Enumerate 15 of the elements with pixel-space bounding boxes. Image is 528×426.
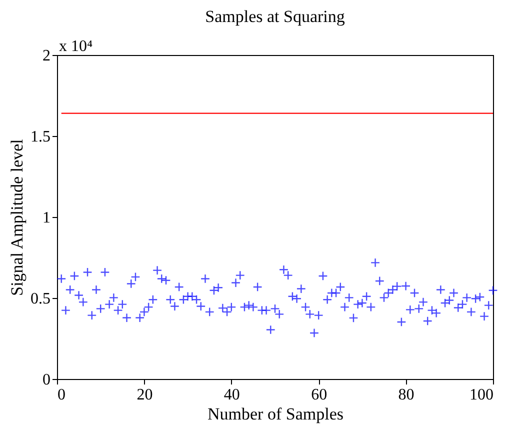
y-tick-label: 2: [42, 48, 50, 64]
y-tick-label: 0: [42, 372, 50, 388]
x-tick-label: 40: [224, 386, 240, 404]
x-tick-label: 100: [470, 386, 494, 404]
y-axis-title: Signal Amplitude level: [8, 138, 26, 296]
x-tick-label: 20: [136, 386, 153, 404]
chart-title: Samples at Squaring: [205, 7, 346, 26]
y-tick-label: 0.5: [30, 290, 50, 308]
x-tick-label: 80: [398, 386, 414, 404]
text: x 10⁴: [59, 38, 93, 55]
x-tick-label: 0: [58, 386, 66, 404]
y-tick-label: 1: [42, 210, 50, 226]
x-axis-title: Number of Samples: [208, 404, 344, 424]
y-tick-label: 1.5: [30, 128, 50, 146]
x-tick-label: 60: [311, 386, 328, 404]
